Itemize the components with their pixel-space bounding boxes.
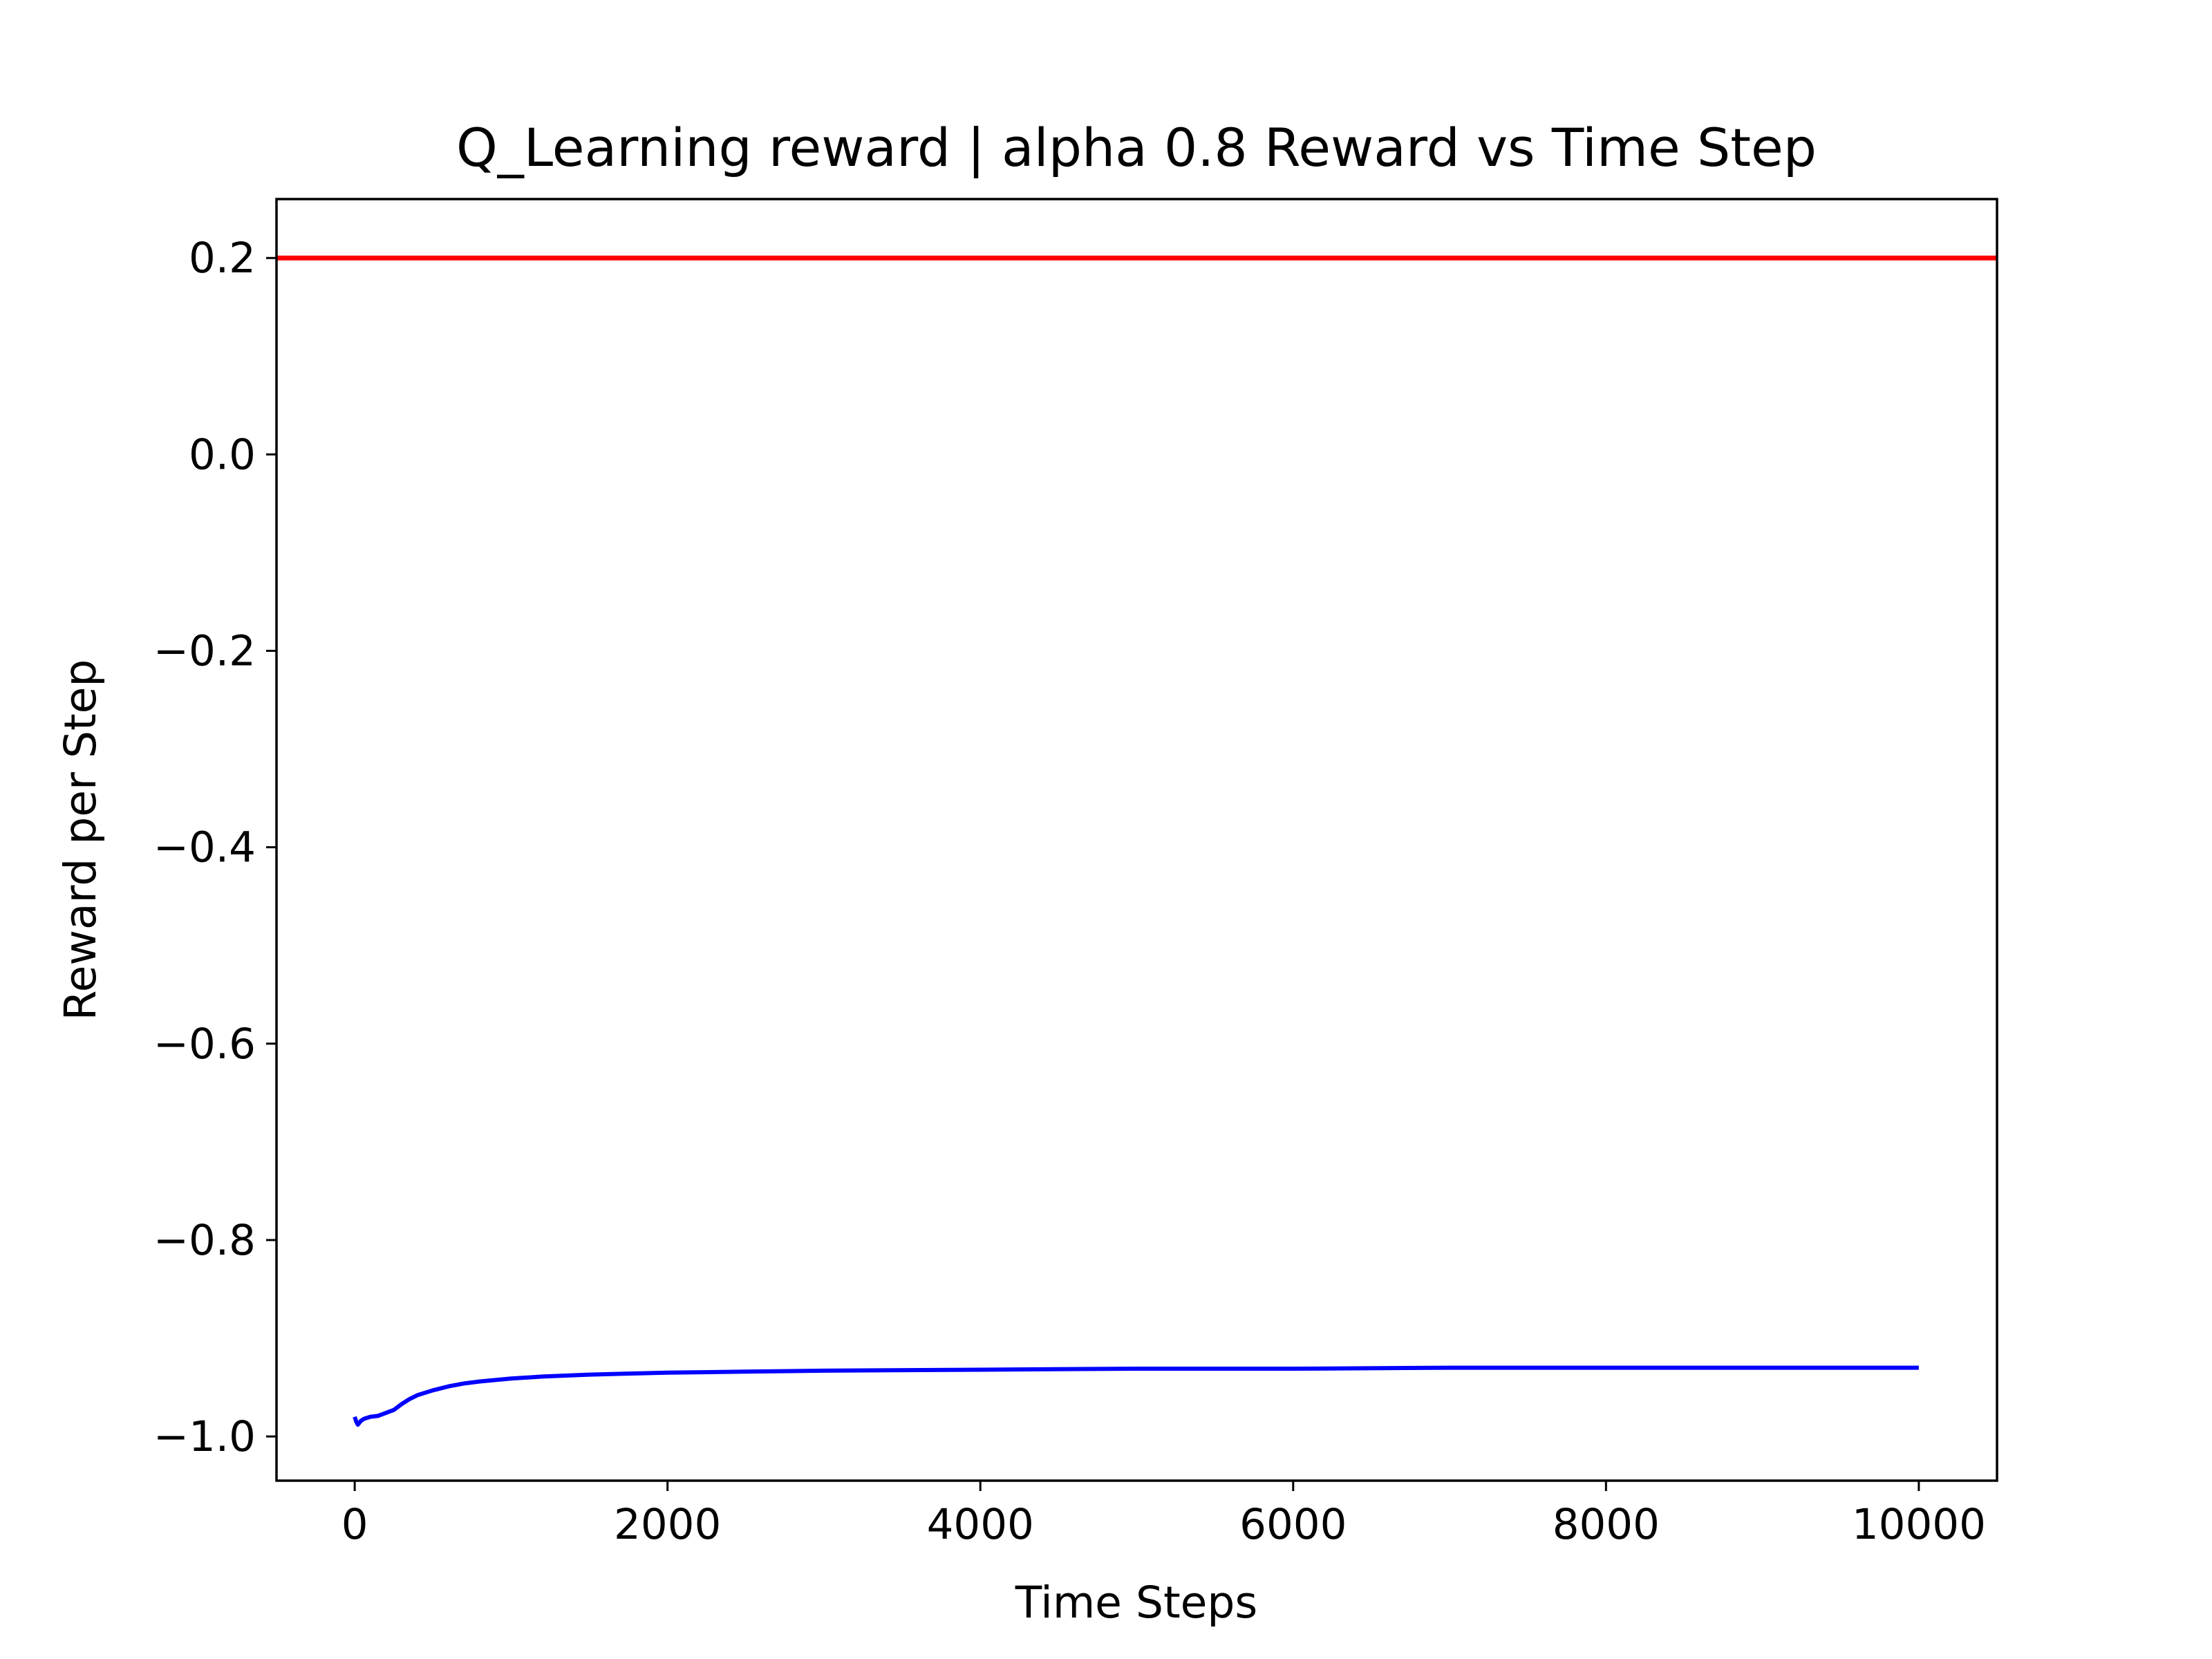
x-axis-ticks: 0 2000 4000 6000 8000 10000 xyxy=(341,1481,1986,1549)
y-axis-ticks: 0.2 0.0 −0.2 −0.4 −0.6 −0.8 −1.0 xyxy=(153,234,276,1461)
x-tick-label: 2000 xyxy=(614,1500,721,1549)
x-tick-label: 6000 xyxy=(1239,1500,1347,1549)
x-axis-title: Time Steps xyxy=(1015,1577,1257,1628)
y-tick-label: −0.6 xyxy=(153,1020,256,1069)
x-tick-label: 10000 xyxy=(1852,1500,1986,1549)
plot-background xyxy=(276,199,1997,1481)
y-tick-label: 0.2 xyxy=(189,234,256,283)
y-axis-title: Reward per Step xyxy=(55,659,106,1021)
y-tick-label: −0.4 xyxy=(153,823,256,872)
x-tick-label: 8000 xyxy=(1553,1500,1660,1549)
y-tick-label: −0.2 xyxy=(153,627,256,676)
x-tick-label: 0 xyxy=(341,1500,368,1549)
chart-title: Q_Learning reward | alpha 0.8 Reward vs … xyxy=(456,117,1817,179)
y-tick-label: −0.8 xyxy=(153,1216,256,1265)
data-layer xyxy=(276,255,1997,1427)
y-tick-label: 0.0 xyxy=(189,430,256,479)
plot-frame xyxy=(275,198,1998,1482)
y-tick-label: −1.0 xyxy=(153,1412,256,1461)
series-line-0 xyxy=(353,1365,1919,1427)
x-tick-label: 4000 xyxy=(927,1500,1034,1549)
